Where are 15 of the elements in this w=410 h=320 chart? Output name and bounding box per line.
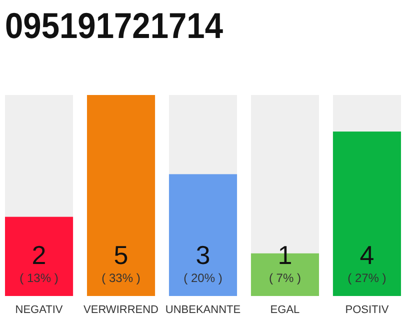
x-tick-label: EGAL	[270, 304, 300, 316]
x-tick-label: UNBEKANNTE	[165, 304, 241, 316]
x-tick-label: POSITIV	[345, 304, 390, 316]
annotation: 3	[196, 240, 210, 270]
x-tick-label: NEGATIV	[15, 304, 64, 316]
data-label: ( 7% )	[268, 271, 301, 285]
chart-title: 095191721714	[5, 5, 246, 46]
annotation: 4	[360, 240, 374, 270]
data-label: ( 20% )	[184, 271, 222, 285]
data-label: ( 13% )	[20, 271, 58, 285]
data-label: ( 27% )	[348, 271, 386, 285]
annotation: 2	[32, 240, 46, 270]
x-tick-label: VERWIRREND	[84, 304, 159, 316]
data-label: ( 33% )	[102, 271, 140, 285]
annotation: 5	[114, 240, 128, 270]
